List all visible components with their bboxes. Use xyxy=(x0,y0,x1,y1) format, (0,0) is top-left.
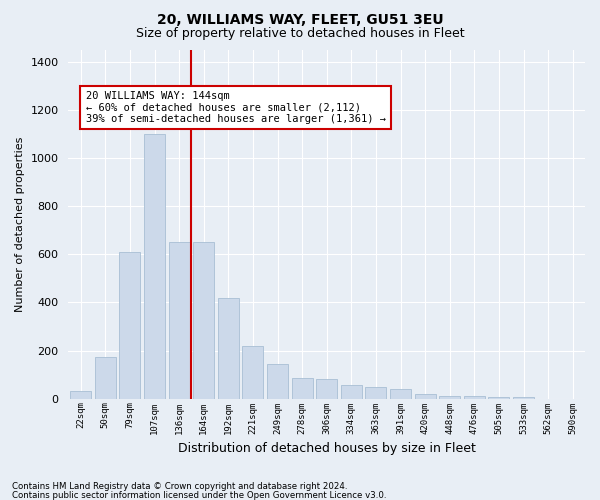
Bar xyxy=(415,394,436,398)
Text: 20 WILLIAMS WAY: 144sqm
← 60% of detached houses are smaller (2,112)
39% of semi: 20 WILLIAMS WAY: 144sqm ← 60% of detache… xyxy=(86,91,386,124)
Text: Size of property relative to detached houses in Fleet: Size of property relative to detached ho… xyxy=(136,28,464,40)
Bar xyxy=(316,380,337,398)
Bar xyxy=(70,392,91,398)
Bar xyxy=(341,386,362,398)
Bar xyxy=(390,389,411,398)
Bar xyxy=(144,134,165,398)
Y-axis label: Number of detached properties: Number of detached properties xyxy=(15,136,25,312)
Text: 20, WILLIAMS WAY, FLEET, GU51 3EU: 20, WILLIAMS WAY, FLEET, GU51 3EU xyxy=(157,12,443,26)
Bar xyxy=(464,396,485,398)
Bar xyxy=(218,298,239,398)
Bar xyxy=(119,252,140,398)
Bar xyxy=(439,396,460,398)
Bar xyxy=(95,356,116,399)
Text: Contains public sector information licensed under the Open Government Licence v3: Contains public sector information licen… xyxy=(12,490,386,500)
Text: Contains HM Land Registry data © Crown copyright and database right 2024.: Contains HM Land Registry data © Crown c… xyxy=(12,482,347,491)
Bar xyxy=(169,242,190,398)
Bar xyxy=(292,378,313,398)
X-axis label: Distribution of detached houses by size in Fleet: Distribution of detached houses by size … xyxy=(178,442,476,455)
Bar xyxy=(267,364,288,398)
Bar xyxy=(193,242,214,398)
Bar xyxy=(242,346,263,399)
Bar xyxy=(365,386,386,398)
